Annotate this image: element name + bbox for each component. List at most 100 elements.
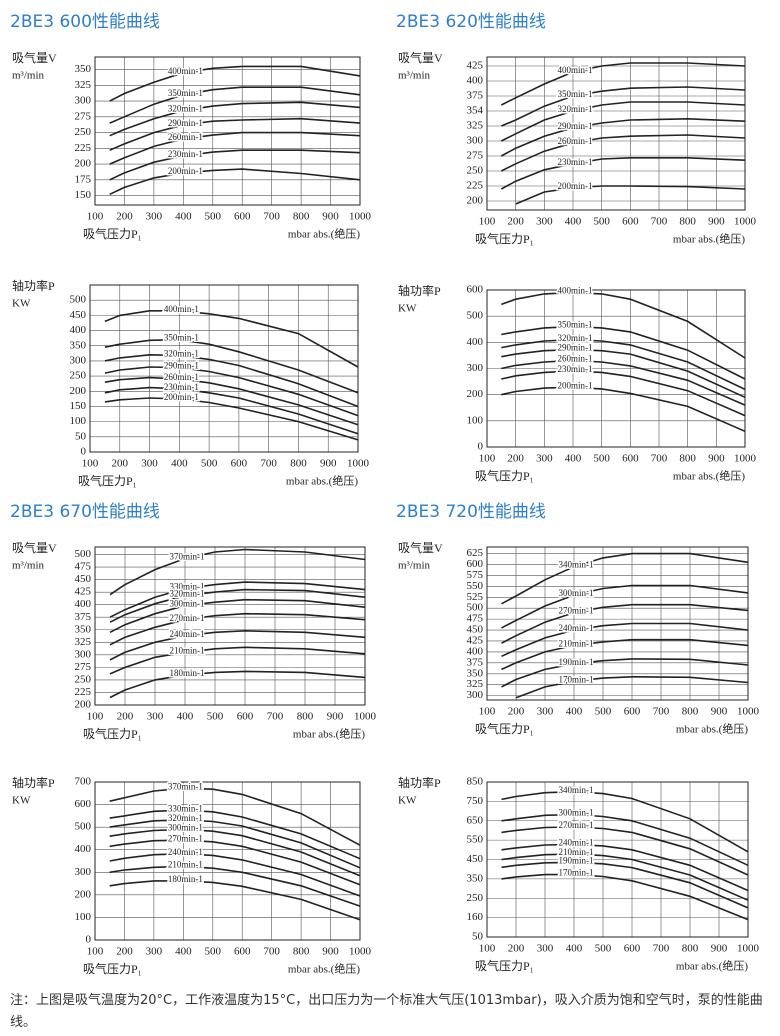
- y-tick-label: 625: [467, 547, 484, 559]
- curve-label: 400min-1: [164, 304, 199, 314]
- curve-label: 320min-1: [168, 813, 203, 823]
- y-tick-label: 50: [472, 931, 484, 943]
- y-tick-label: 450: [467, 853, 484, 865]
- x-axis-unit: mbar abs.(绝压): [676, 722, 748, 736]
- curve: [500, 86, 746, 127]
- curve: [500, 62, 746, 106]
- curve: [500, 101, 746, 142]
- x-tick-label: 400: [566, 943, 583, 955]
- y-tick-label: 200: [75, 699, 92, 711]
- y-axis-unit: m³/min: [398, 560, 431, 572]
- curve: [109, 168, 361, 196]
- x-tick-label: 400: [177, 711, 194, 723]
- x-axis-unit: mbar abs.(绝压): [288, 962, 360, 976]
- curve: [501, 861, 749, 909]
- x-axis-unit: mbar abs.(绝压): [288, 227, 360, 241]
- y-tick-label: 550: [467, 580, 484, 592]
- x-tick-label: 100: [479, 453, 496, 465]
- curve-label: 240min-1: [559, 837, 594, 847]
- curve: [501, 853, 749, 901]
- y-tick-label: 300: [75, 866, 92, 878]
- curve: [500, 134, 746, 172]
- x-tick-label: 100: [479, 943, 496, 955]
- x-tick-label: 400: [175, 211, 192, 223]
- curve-label: 190min-1: [559, 657, 594, 667]
- y-tick-label: 250: [467, 892, 484, 904]
- y-tick-label: 225: [75, 142, 92, 154]
- curve: [109, 131, 361, 165]
- y-tick-label: 400: [75, 843, 92, 855]
- y-axis-label: 轴功率P: [12, 278, 55, 293]
- curve: [501, 552, 749, 605]
- y-tick-label: 354: [467, 105, 484, 117]
- x-tick-label: 1000: [354, 711, 377, 723]
- x-tick-label: 900: [708, 453, 725, 465]
- curve: [109, 787, 361, 846]
- curve-label: 370min-1: [170, 552, 205, 562]
- curve-label: 300min-1: [559, 588, 594, 598]
- x-tick-label: 200: [117, 711, 134, 723]
- x-tick-label: 500: [201, 458, 218, 470]
- y-tick-label: 400: [467, 336, 484, 348]
- x-tick-label: 800: [679, 453, 696, 465]
- y-axis-label: 轴功率P: [398, 775, 441, 790]
- y-tick-label: 750: [467, 795, 484, 807]
- curve: [104, 353, 359, 408]
- y-tick-label: 325: [75, 79, 92, 91]
- curve-label: 210min-1: [170, 645, 205, 655]
- curve: [501, 873, 749, 921]
- curve: [501, 658, 749, 688]
- curve-label: 300min-1: [170, 599, 205, 609]
- plot-frame: [486, 289, 746, 448]
- y-tick-label: 225: [75, 686, 92, 698]
- x-tick-label: 300: [146, 946, 163, 958]
- curve-label: 230min-1: [164, 382, 199, 392]
- section-title: 2BE3 600性能曲线: [10, 12, 160, 32]
- x-tick-label: 400: [565, 453, 582, 465]
- curve: [501, 348, 746, 399]
- y-tick-label: 500: [75, 821, 92, 833]
- x-tick-label: 600: [234, 211, 251, 223]
- y-axis-unit: KW: [12, 298, 31, 310]
- y-tick-label: 500: [70, 294, 87, 306]
- curve-label: 230min-1: [558, 157, 593, 167]
- x-tick-label: 200: [507, 216, 524, 228]
- x-tick-label: 1000: [347, 458, 370, 470]
- y-tick-label: 425: [467, 60, 484, 72]
- curve-label: 350min-1: [558, 89, 593, 99]
- curve-label: 230min-1: [558, 364, 593, 374]
- y-tick-label: 350: [467, 872, 484, 884]
- y-axis-label: 吸气量V: [398, 540, 443, 555]
- x-tick-label: 700: [651, 453, 668, 465]
- y-tick-label: 200: [75, 158, 92, 170]
- x-axis-label: 吸气压力P₁: [475, 468, 534, 483]
- x-tick-label: 200: [508, 706, 525, 718]
- curve-label: 260min-1: [168, 132, 203, 142]
- y-tick-label: 600: [467, 284, 484, 296]
- curve: [109, 809, 361, 860]
- y-tick-label: 400: [70, 324, 87, 336]
- y-tick-label: 175: [75, 173, 92, 185]
- y-tick-label: 325: [467, 678, 484, 690]
- y-tick-label: 350: [70, 339, 87, 351]
- y-tick-label: 425: [467, 635, 484, 647]
- y-tick-label: 275: [75, 661, 92, 673]
- x-tick-label: 100: [82, 458, 99, 470]
- x-tick-label: 500: [595, 706, 612, 718]
- x-tick-label: 600: [231, 458, 248, 470]
- y-tick-label: 325: [467, 120, 484, 132]
- curve: [501, 622, 749, 658]
- curve-label: 350min-1: [558, 320, 593, 330]
- x-axis-unit: mbar abs.(绝压): [673, 232, 745, 246]
- curve: [109, 149, 361, 181]
- x-tick-label: 600: [234, 946, 251, 958]
- plot-frame: [94, 781, 361, 941]
- y-axis-unit: m³/min: [12, 70, 45, 82]
- curve-label: 340min-1: [559, 560, 594, 570]
- curve-label: 300min-1: [559, 808, 594, 818]
- curve-label: 210min-1: [168, 860, 203, 870]
- curve: [501, 338, 746, 391]
- x-tick-label: 800: [290, 458, 307, 470]
- curve-label: 240min-1: [559, 623, 594, 633]
- x-tick-label: 100: [87, 711, 104, 723]
